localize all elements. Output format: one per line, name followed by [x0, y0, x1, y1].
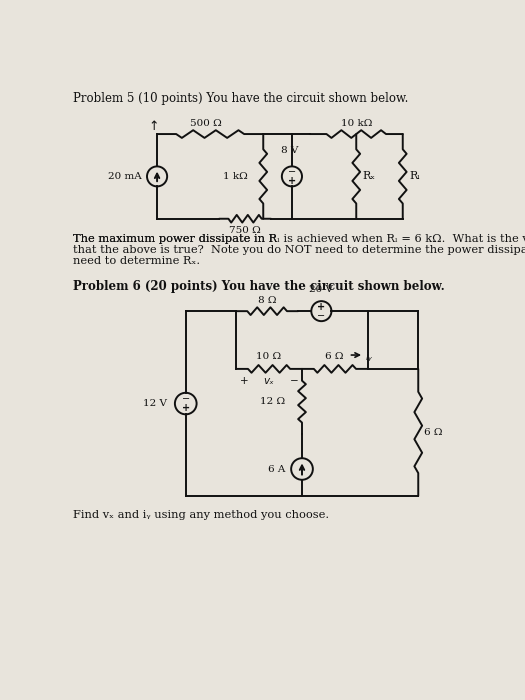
Text: +: + [288, 176, 296, 186]
Text: −: − [288, 167, 296, 177]
Text: Problem 6 (20 points) You have the circuit shown below.: Problem 6 (20 points) You have the circu… [74, 281, 445, 293]
Text: −: − [317, 311, 326, 321]
Text: ↑: ↑ [149, 120, 159, 132]
Text: 20 mA: 20 mA [108, 172, 142, 181]
Text: iᵧ: iᵧ [365, 351, 372, 362]
Text: Problem 5 (10 points) You have the circuit shown below.: Problem 5 (10 points) You have the circu… [74, 92, 409, 105]
Text: that the above is true?  Note you do NOT need to determine the power dissipated;: that the above is true? Note you do NOT … [74, 245, 525, 255]
Text: Rₓ: Rₓ [362, 172, 375, 181]
Text: 12 Ω: 12 Ω [260, 397, 285, 406]
Text: 6 A: 6 A [268, 465, 285, 473]
Text: 8 V: 8 V [281, 146, 298, 155]
Text: Rₗ: Rₗ [409, 172, 420, 181]
Text: 10 kΩ: 10 kΩ [341, 119, 372, 128]
Text: Find vₓ and iᵧ using any method you choose.: Find vₓ and iᵧ using any method you choo… [74, 510, 330, 520]
Text: 12 V: 12 V [143, 399, 167, 408]
Text: The maximum power dissipate in Rₗ is achieved when Rₗ = 6 kΩ.  What is the value: The maximum power dissipate in Rₗ is ach… [74, 234, 525, 244]
Text: 1 kΩ: 1 kΩ [223, 172, 248, 181]
Text: 20 V: 20 V [309, 285, 333, 294]
Text: 6 Ω: 6 Ω [326, 352, 344, 361]
Text: vₓ: vₓ [264, 376, 274, 386]
Text: +: + [182, 403, 190, 414]
Text: 10 Ω: 10 Ω [256, 352, 281, 361]
Text: The maximum power dissipate in R: The maximum power dissipate in R [74, 234, 278, 244]
Text: 500 Ω: 500 Ω [190, 119, 222, 128]
Text: +: + [239, 376, 248, 386]
Text: −: − [290, 376, 299, 386]
Text: 750 Ω: 750 Ω [229, 227, 260, 235]
Text: −: − [182, 393, 190, 404]
Text: +: + [317, 302, 326, 312]
Text: 6 Ω: 6 Ω [424, 428, 443, 437]
Text: need to determine Rₓ.: need to determine Rₓ. [74, 256, 201, 266]
Text: 8 Ω: 8 Ω [258, 296, 276, 305]
